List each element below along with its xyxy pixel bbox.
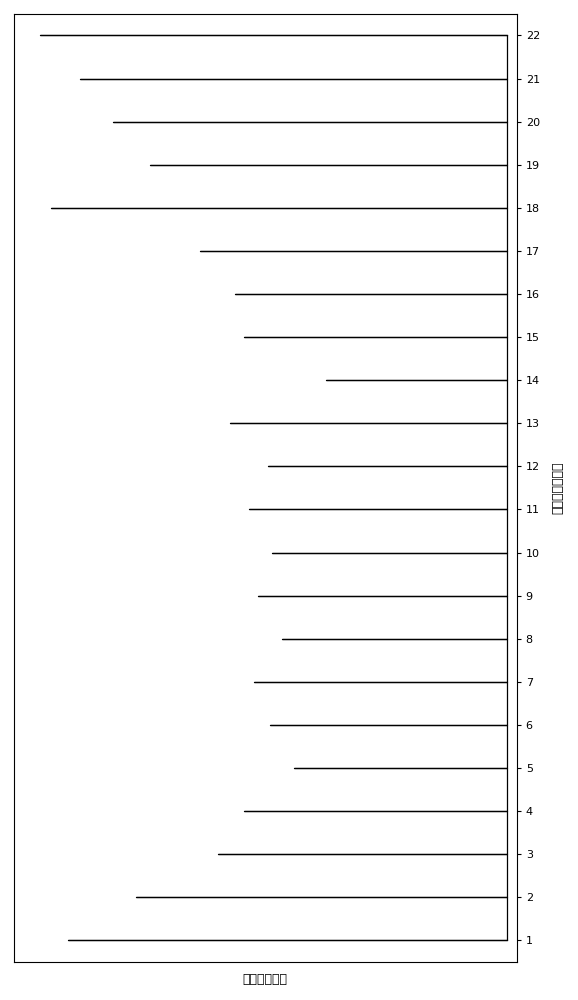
Y-axis label: 折合的通数距离: 折合的通数距离 [551, 462, 564, 514]
X-axis label: 归一化幅度比: 归一化幅度比 [243, 973, 288, 986]
